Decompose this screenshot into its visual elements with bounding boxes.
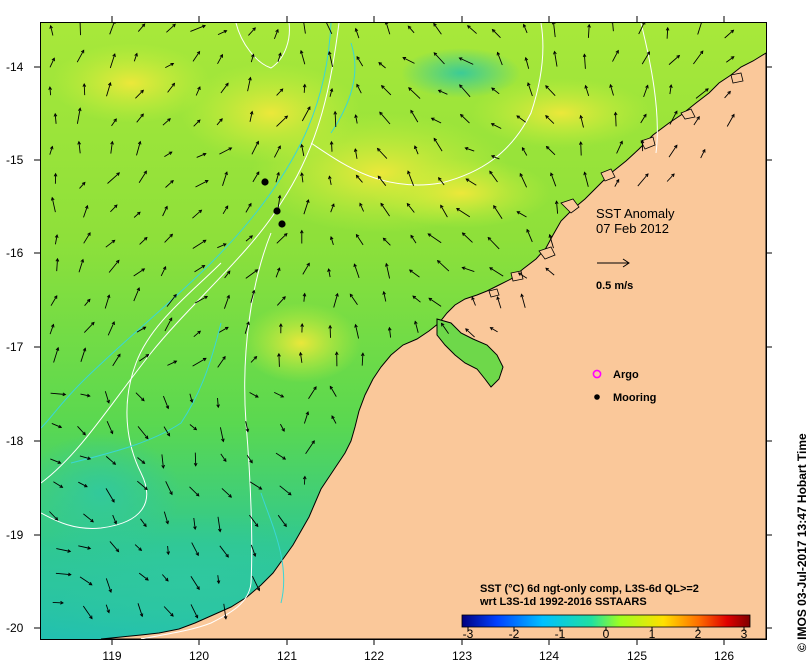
colorbar-tick-label: -1 — [555, 627, 566, 639]
argo-marker-icon — [592, 369, 602, 379]
velocity-scale: 0.5 m/s — [596, 258, 633, 292]
mooring-point — [261, 178, 269, 186]
colorbar-gradient — [461, 614, 751, 628]
velocity-scale-label: 0.5 m/s — [596, 280, 633, 292]
lat-tick-label: -17 — [6, 340, 24, 354]
sst-map: SST Anomaly 07 Feb 2012 0.5 m/s Argo Moo… — [40, 22, 767, 640]
map-legend: Argo Mooring — [592, 369, 656, 404]
lat-tick-label: -20 — [6, 621, 24, 635]
colorbar-tick-label: -3 — [463, 627, 474, 639]
lat-tick-label: -19 — [6, 528, 24, 542]
lon-tick-label: 122 — [364, 649, 384, 663]
lat-tick-label: -18 — [6, 434, 24, 448]
lon-tick-label: 125 — [627, 649, 647, 663]
warm-anomaly-patches — [51, 43, 651, 383]
depth-contours — [41, 23, 658, 639]
lat-tick-label: -16 — [6, 246, 24, 260]
lon-tick-label: 121 — [277, 649, 297, 663]
imos-credit: © IMOS 03-Jul-2017 13:47 Hobart Time — [795, 433, 809, 652]
colorbar-tick-label: -2 — [509, 627, 520, 639]
colorbar-tick-label: 2 — [695, 627, 702, 639]
lat-tick-label: -14 — [6, 60, 24, 74]
lon-tick-label: 119 — [102, 649, 121, 663]
colorbar-tick-label: 3 — [741, 627, 748, 639]
map-title-line1: SST Anomaly — [596, 206, 675, 221]
lon-tick-label: 126 — [714, 649, 734, 663]
mooring-point — [278, 220, 286, 228]
colorbar-ticks: -3 -2 -1 0 1 2 3 — [463, 627, 748, 639]
colorbar: SST (°C) 6d ngt-only comp, L3S-6d QL>=2 … — [461, 583, 751, 639]
colorbar-tick-label: 1 — [649, 627, 656, 639]
lon-tick-label: 123 — [452, 649, 472, 663]
lon-tick-label: 124 — [539, 649, 559, 663]
islands — [488, 72, 744, 298]
lon-tick-label: 120 — [189, 649, 209, 663]
land-mass — [100, 52, 766, 639]
mooring-locations — [261, 178, 286, 228]
mooring-point — [273, 207, 281, 215]
colorbar-title-line1: SST (°C) 6d ngt-only comp, L3S-6d QL>=2 — [480, 583, 699, 595]
colorbar-tick-label: 0 — [603, 627, 610, 639]
map-title-line2: 07 Feb 2012 — [596, 221, 669, 236]
current-vector-field — [48, 23, 735, 620]
argo-legend-label: Argo — [613, 369, 639, 381]
map-canvas: SST Anomaly 07 Feb 2012 0.5 m/s Argo Moo… — [41, 23, 766, 639]
mooring-marker-icon — [594, 394, 600, 400]
king-sound-inlet — [436, 318, 504, 388]
colorbar-title-line2: wrt L3S-1d 1992-2016 SSTAARS — [479, 596, 647, 608]
mooring-legend-label: Mooring — [613, 392, 656, 404]
lat-tick-label: -15 — [6, 153, 24, 167]
